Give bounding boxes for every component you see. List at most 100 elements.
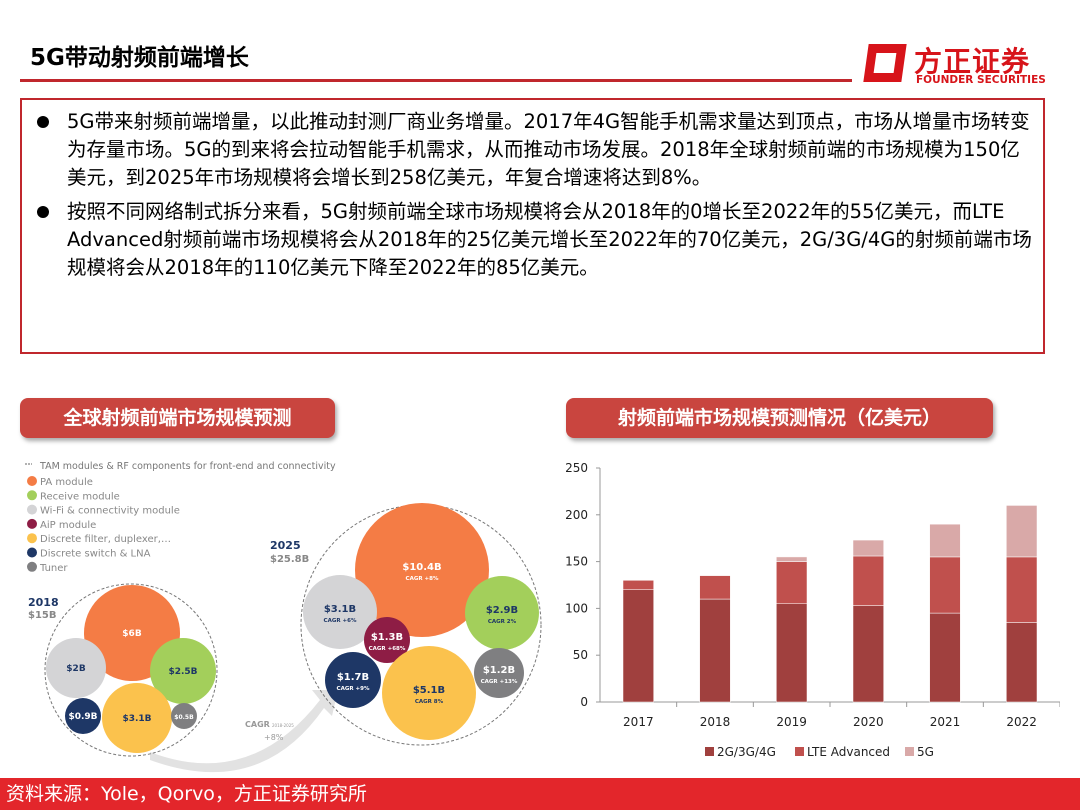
bar-5g bbox=[1006, 505, 1038, 558]
legend-swatch-icon bbox=[27, 561, 37, 572]
title-divider bbox=[20, 79, 852, 82]
bar-5g bbox=[776, 556, 808, 562]
bar-2g-3g-4g bbox=[699, 598, 731, 703]
bubble-2025 bbox=[364, 617, 410, 663]
bar-lte-advanced bbox=[776, 561, 808, 604]
year-2018-label: 2018 bbox=[28, 596, 59, 609]
legend-label: AiP module bbox=[40, 520, 96, 531]
bubble-2025-value: $1.2B bbox=[483, 665, 515, 676]
legend-label: 5G bbox=[917, 745, 934, 759]
bubble-2025 bbox=[474, 648, 524, 698]
legend-swatch-icon bbox=[795, 747, 804, 756]
bubble-2025 bbox=[382, 646, 476, 740]
legend-title: TAM modules & RF components for front-en… bbox=[39, 461, 336, 472]
bar-2g-3g-4g bbox=[622, 589, 654, 703]
legend-swatch-icon bbox=[905, 747, 914, 756]
bar-lte-advanced bbox=[622, 580, 654, 590]
bubble-2025 bbox=[303, 575, 377, 649]
page-title: 5G带动射频前端增长 bbox=[30, 45, 249, 71]
bar-lte-advanced bbox=[699, 575, 731, 600]
bullet-item: 5G带来射频前端增量，以此推动封测厂商业务增量。2017年4G智能手机需求量达到… bbox=[34, 108, 1033, 192]
bubble-2018 bbox=[65, 698, 101, 734]
bubble-2025 bbox=[355, 503, 489, 637]
bar-lte-advanced bbox=[929, 556, 961, 614]
legend-label: Wi-Fi & connectivity module bbox=[40, 506, 180, 517]
bar-5g bbox=[852, 539, 884, 557]
bar-2g-3g-4g bbox=[929, 612, 961, 703]
cagr-period: 2018-2025 bbox=[272, 723, 294, 728]
bubble-2018-value: $6B bbox=[122, 629, 142, 639]
y-tick-label: 100 bbox=[565, 601, 588, 615]
bubble-2025-cagr: CAGR 8% bbox=[415, 699, 444, 705]
bubble-2025-cagr: CAGR +8% bbox=[406, 576, 439, 582]
bubble-2025 bbox=[325, 652, 381, 708]
bar-2g-3g-4g bbox=[1006, 622, 1038, 703]
total-2025: $25.8B bbox=[270, 554, 309, 565]
bubble-2025-value: $1.3B bbox=[371, 632, 403, 643]
x-tick-label: 2019 bbox=[776, 715, 807, 729]
bar-2g-3g-4g bbox=[776, 603, 808, 703]
year-2025-label: 2025 bbox=[270, 539, 301, 552]
cagr-label: CAGR bbox=[245, 720, 270, 729]
legend-label: Tuner bbox=[39, 563, 68, 574]
legend-label: 2G/3G/4G bbox=[717, 745, 776, 759]
x-tick-label: 2021 bbox=[930, 715, 961, 729]
y-tick-label: 200 bbox=[565, 508, 588, 522]
bullet-text: 按照不同网络制式拆分来看，5G射频前端全球市场规模将会从2018年的0增长至20… bbox=[67, 200, 1032, 279]
bubble-2025-cagr: CAGR +13% bbox=[481, 679, 518, 685]
y-tick-label: 0 bbox=[580, 695, 588, 709]
logo-mark-icon bbox=[863, 44, 907, 82]
legend-label: LTE Advanced bbox=[807, 745, 890, 759]
legend-swatch-icon bbox=[27, 490, 37, 501]
bar-lte-advanced bbox=[852, 555, 884, 606]
bubble-2018-value: $0.9B bbox=[68, 712, 97, 722]
legend-label: Receive module bbox=[40, 491, 120, 502]
bubble-2025-value: $1.7B bbox=[337, 672, 369, 683]
bubble-2018 bbox=[150, 638, 216, 704]
x-tick-label: 2017 bbox=[623, 715, 654, 729]
cagr-value: +8% bbox=[264, 733, 284, 742]
bubble-2025-value: $10.4B bbox=[402, 562, 441, 573]
source-footer: 资料来源：Yole，Qorvo，方正证券研究所 bbox=[0, 778, 1080, 810]
growth-arrow-icon bbox=[150, 690, 338, 773]
legend-swatch-icon bbox=[27, 518, 37, 529]
bubble-diagram: CAGR 2018-2025 +8% TAM modules & RF compone… bbox=[25, 461, 542, 773]
founder-securities-logo: 方正证券 FOUNDER SECURITIES bbox=[862, 40, 1052, 90]
logo-en-text: FOUNDER SECURITIES bbox=[916, 74, 1046, 86]
legend-swatch-icon bbox=[27, 547, 37, 558]
bar-2g-3g-4g bbox=[852, 605, 884, 703]
bubble-2018-value: $2.5B bbox=[168, 667, 197, 677]
left-panel-banner: 全球射频前端市场规模预测 bbox=[20, 398, 335, 438]
legend-swatch-icon bbox=[705, 747, 714, 756]
legend-swatch-icon bbox=[27, 476, 37, 486]
bullet-item: 按照不同网络制式拆分来看，5G射频前端全球市场规模将会从2018年的0增长至20… bbox=[34, 198, 1033, 282]
bullet-dot-icon bbox=[37, 206, 49, 218]
stacked-bar-chart: 0 50 100 150 200 250 2017 2018 2019 2020 2021 2022 2… bbox=[565, 461, 1060, 759]
bubble-2025-value: $2.9B bbox=[486, 605, 518, 616]
bubble-group-2018-outline bbox=[44, 583, 218, 757]
x-tick-label: 2022 bbox=[1006, 715, 1037, 729]
legend-label: PA module bbox=[40, 477, 93, 488]
bubble-2018 bbox=[171, 703, 197, 729]
bubble-2025 bbox=[465, 576, 539, 650]
bullet-dot-icon bbox=[37, 116, 49, 128]
legend-label: Discrete switch & LNA bbox=[40, 549, 151, 560]
bubble-2018-value: $0.5B bbox=[174, 714, 194, 721]
legend-label: Discrete filter, duplexer,… bbox=[40, 534, 171, 545]
bullet-text: 5G带来射频前端增量，以此推动封测厂商业务增量。2017年4G智能手机需求量达到… bbox=[67, 110, 1030, 189]
bubble-2018-value: $3.1B bbox=[122, 714, 151, 724]
bar-5g bbox=[929, 523, 961, 558]
total-2018: $15B bbox=[28, 610, 57, 621]
bar-lte-advanced bbox=[1006, 556, 1038, 623]
x-tick-label: 2018 bbox=[700, 715, 731, 729]
legend-swatch-icon bbox=[27, 533, 37, 544]
bubble-2025-cagr: CAGR +68% bbox=[369, 646, 406, 652]
bubble-2025-value: $5.1B bbox=[413, 685, 445, 696]
logo-cn-text: 方正证券 bbox=[914, 45, 1031, 78]
y-tick-label: 250 bbox=[565, 461, 588, 475]
legend-swatch-icon bbox=[27, 504, 37, 515]
bubble-2025-cagr: CAGR +9% bbox=[337, 686, 370, 692]
bubble-2025-cagr: CAGR 2% bbox=[488, 619, 517, 625]
bubble-2025-cagr: CAGR +6% bbox=[324, 618, 357, 624]
summary-box: 5G带来射频前端增量，以此推动封测厂商业务增量。2017年4G智能手机需求量达到… bbox=[20, 98, 1045, 354]
